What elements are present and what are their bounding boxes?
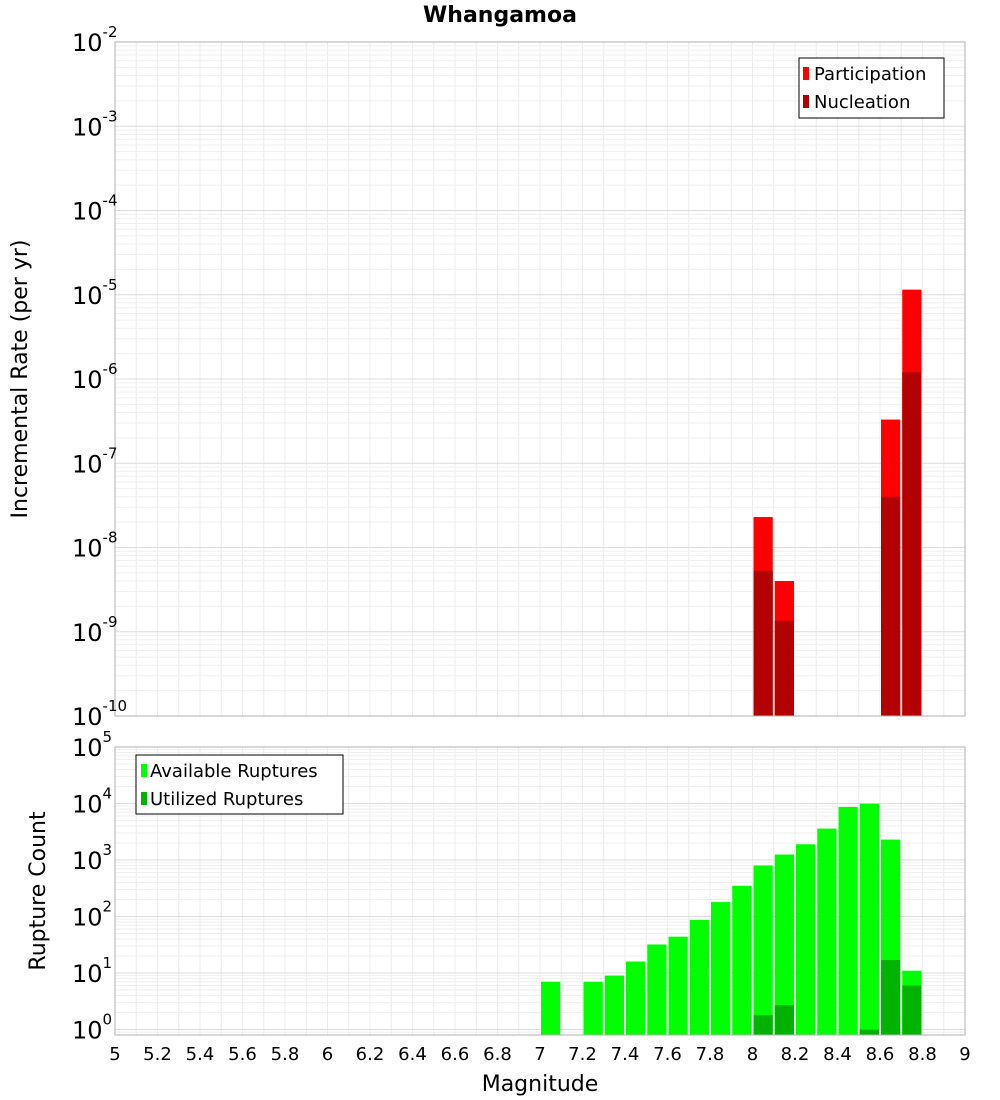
x-tick-labels: 5 5.2 5.4 5.6 5.8 6 6.2 6.4 6.6 6.8 7 7.2 7.4 7.6 7.8 8… [109, 1044, 970, 1065]
y-tick-label: 10-8 [72, 529, 118, 563]
bar-available-ruptures [689, 919, 709, 1035]
top-bars [753, 289, 922, 716]
bar-utilized-ruptures [753, 1015, 773, 1035]
x-tick-label: 7.6 [653, 1044, 682, 1065]
y-tick-label: 103 [72, 841, 112, 875]
top-y-tick-labels: 10-10 10-9 10-8 10-7 10-6 10-5 10-4 10-3 10-2 [72, 23, 127, 731]
y-tick-label: 10-9 [72, 613, 118, 647]
legend-label-utilized-ruptures: Utilized Ruptures [150, 789, 303, 810]
x-tick-label: 6.8 [483, 1044, 512, 1065]
x-tick-label: 5.2 [143, 1044, 172, 1065]
top-panel: 10-10 10-9 10-8 10-7 10-6 10-5 10-4 10-3 10-2 Wh… [8, 3, 966, 731]
chart-title: Whangamoa [423, 3, 577, 28]
x-tick-label: 7.8 [696, 1044, 725, 1065]
bar-nucleation [774, 620, 794, 716]
bar-available-ruptures [668, 936, 688, 1035]
x-tick-label: 7.4 [611, 1044, 640, 1065]
legend-label-available-ruptures: Available Ruptures [150, 761, 318, 782]
bottom-panel: 100 101 102 103 104 105 5 5.2 5.4 5.6 5.8 6 6.2 6.4 6… [26, 728, 971, 1097]
x-tick-label: 5.4 [186, 1044, 215, 1065]
y-tick-label: 10-3 [72, 107, 118, 141]
legend-swatch-utilized-ruptures [141, 792, 147, 805]
x-tick-label: 6.2 [356, 1044, 385, 1065]
x-tick-label: 7 [534, 1044, 545, 1065]
x-tick-label: 6.4 [398, 1044, 427, 1065]
bar-available-ruptures [859, 803, 879, 1035]
bar-available-ruptures [583, 981, 603, 1035]
x-tick-label: 7.2 [568, 1044, 597, 1065]
y-tick-label: 10-2 [72, 23, 118, 57]
top-plot-frame [114, 41, 966, 717]
x-tick-label: 5 [109, 1044, 120, 1065]
legend-label-participation: Participation [814, 64, 926, 85]
x-tick-label: 8.8 [908, 1044, 937, 1065]
x-tick-label: 8.6 [866, 1044, 895, 1065]
bar-available-ruptures [817, 828, 837, 1035]
bar-available-ruptures [838, 806, 858, 1035]
bar-utilized-ruptures [859, 1029, 879, 1035]
bar-available-ruptures [541, 981, 561, 1035]
legend-swatch-nucleation [803, 95, 809, 108]
top-grid [114, 42, 966, 717]
x-tick-label: 6 [322, 1044, 333, 1065]
y-tick-label: 10-10 [72, 697, 127, 731]
bar-utilized-ruptures [881, 959, 901, 1035]
bar-available-ruptures [711, 902, 731, 1035]
bar-available-ruptures [753, 865, 773, 1035]
x-tick-label: 8.2 [781, 1044, 810, 1065]
bottom-y-axis-label: Rupture Count [26, 811, 51, 971]
bar-available-ruptures [732, 885, 752, 1035]
bottom-y-tick-labels: 100 101 102 103 104 105 [72, 728, 112, 1045]
top-legend: Participation Nucleation [798, 57, 945, 119]
legend-swatch-available-ruptures [141, 764, 147, 777]
y-tick-label: 10-7 [72, 444, 118, 478]
x-tick-label: 5.8 [271, 1044, 300, 1065]
legend-label-nucleation: Nucleation [814, 92, 910, 113]
y-tick-label: 10-4 [72, 192, 118, 226]
bar-utilized-ruptures [902, 985, 922, 1035]
top-legend-box [798, 57, 945, 119]
bar-nucleation [753, 570, 773, 716]
y-tick-label: 10-5 [72, 276, 118, 310]
bar-nucleation [881, 496, 901, 716]
bar-available-ruptures [774, 854, 794, 1035]
x-tick-label: 8 [747, 1044, 758, 1065]
y-tick-label: 10-6 [72, 360, 118, 394]
x-tick-label: 5.6 [228, 1044, 257, 1065]
y-tick-label: 102 [72, 898, 112, 932]
y-tick-label: 100 [72, 1011, 112, 1045]
y-tick-label: 104 [72, 785, 112, 819]
bottom-legend-box [135, 754, 344, 815]
bottom-plot-frame [114, 746, 966, 1036]
y-tick-label: 105 [72, 728, 112, 762]
x-tick-label: 6.6 [441, 1044, 470, 1065]
bar-nucleation [902, 372, 922, 716]
bar-utilized-ruptures [774, 1005, 794, 1035]
legend-swatch-participation [803, 67, 809, 80]
bar-available-ruptures [604, 975, 624, 1035]
bottom-bars [541, 803, 922, 1035]
bar-available-ruptures [647, 944, 667, 1035]
x-tick-label: 8.4 [823, 1044, 852, 1065]
y-tick-label: 101 [72, 954, 112, 988]
top-y-axis-label: Incremental Rate (per yr) [8, 240, 33, 519]
x-axis-label: Magnitude [482, 1072, 599, 1097]
bar-available-ruptures [796, 844, 816, 1035]
bar-available-ruptures [626, 961, 646, 1035]
bottom-legend: Available Ruptures Utilized Ruptures [135, 754, 344, 815]
x-tick-label: 9 [959, 1044, 970, 1065]
